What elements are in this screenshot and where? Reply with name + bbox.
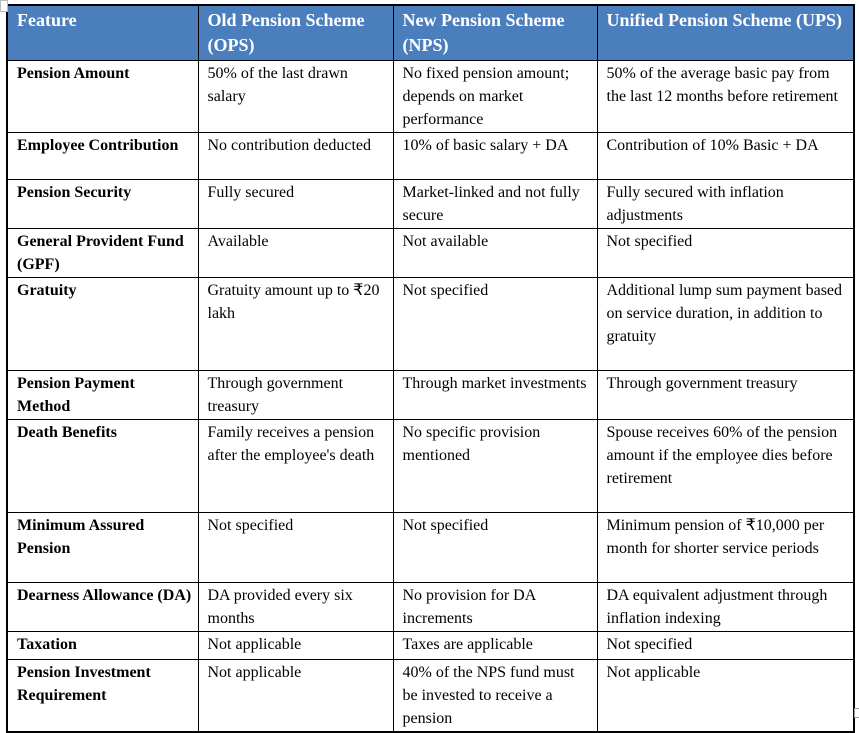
cell-gratuity-nps: Not specified [392,277,598,371]
cell-pension-security-ups: Fully secured with inflation adjustments [596,179,855,229]
cell-pension-security-nps: Market-linked and not fully secure [392,179,598,229]
cell-gratuity-ops: Gratuity amount up to ₹20 lakh [197,277,394,371]
header-row: Feature Old Pension Scheme (OPS) New Pen… [6,4,855,61]
row-label-gratuity: Gratuity [6,277,199,371]
table-row: Gratuity Gratuity amount up to ₹20 lakh … [6,277,855,371]
cell-gratuity-ups: Additional lump sum payment based on ser… [596,277,855,371]
row-label-pension-amount: Pension Amount [6,60,199,133]
cell-pension-investment-requirement-ups: Not applicable [596,659,855,733]
cell-employee-contribution-ops: No contribution deducted [197,132,394,180]
cell-taxation-ups: Not specified [596,631,855,660]
row-label-pension-payment-method: Pension Payment Method [6,370,199,420]
table-row: Pension Investment Requirement Not appli… [6,659,855,733]
cell-death-benefits-ops: Family receives a pension after the empl… [197,419,394,513]
column-header-feature: Feature [6,4,199,61]
cell-death-benefits-nps: No specific provision mentioned [392,419,598,513]
cell-dearness-allowance-nps: No provision for DA increments [392,582,598,632]
table-row: Taxation Not applicable Taxes are applic… [6,631,855,660]
row-label-dearness-allowance: Dearness Allowance (DA) [6,582,199,632]
cell-pension-payment-method-ups: Through government treasury [596,370,855,420]
table-row: Pension Payment Method Through governmen… [6,370,855,420]
cell-pension-amount-nps: No fixed pension amount; depends on mark… [392,60,598,133]
cell-pension-investment-requirement-nps: 40% of the NPS fund must be invested to … [392,659,598,733]
cell-death-benefits-ups: Spouse receives 60% of the pension amoun… [596,419,855,513]
table-row: Pension Amount 50% of the last drawn sal… [6,60,855,133]
cell-gpf-ops: Available [197,228,394,278]
row-label-death-benefits: Death Benefits [6,419,199,513]
table-row: Employee Contribution No contribution de… [6,132,855,180]
cell-minimum-assured-pension-ups: Minimum pension of ₹10,000 per month for… [596,512,855,583]
cell-dearness-allowance-ups: DA equivalent adjustment through inflati… [596,582,855,632]
cell-pension-payment-method-nps: Through market investments [392,370,598,420]
row-label-taxation: Taxation [6,631,199,660]
cell-gpf-ups: Not specified [596,228,855,278]
column-header-ops: Old Pension Scheme (OPS) [197,4,394,61]
cell-employee-contribution-nps: 10% of basic salary + DA [392,132,598,180]
table-row: Death Benefits Family receives a pension… [6,419,855,513]
pension-comparison-table: Feature Old Pension Scheme (OPS) New Pen… [6,4,855,733]
resize-handle-top-left [0,0,8,12]
cell-pension-amount-ups: 50% of the average basic pay from the la… [596,60,855,133]
row-label-pension-security: Pension Security [6,179,199,229]
cell-gpf-nps: Not available [392,228,598,278]
cell-pension-security-ops: Fully secured [197,179,394,229]
cell-dearness-allowance-ops: DA provided every six months [197,582,394,632]
cell-taxation-ops: Not applicable [197,631,394,660]
cell-minimum-assured-pension-ops: Not specified [197,512,394,583]
row-label-minimum-assured-pension: Minimum Assured Pension [6,512,199,583]
row-label-gpf: General Provident Fund (GPF) [6,228,199,278]
row-label-pension-investment-requirement: Pension Investment Requirement [6,659,199,733]
resize-handle-bottom-right [854,708,859,718]
table-row: Pension Security Fully secured Market-li… [6,179,855,229]
pension-comparison-table-container: Feature Old Pension Scheme (OPS) New Pen… [6,4,855,733]
table-row: General Provident Fund (GPF) Available N… [6,228,855,278]
table-row: Minimum Assured Pension Not specified No… [6,512,855,583]
column-header-ups: Unified Pension Scheme (UPS) [596,4,855,61]
row-label-employee-contribution: Employee Contribution [6,132,199,180]
column-header-nps: New Pension Scheme (NPS) [392,4,598,61]
cell-minimum-assured-pension-nps: Not specified [392,512,598,583]
table-row: Dearness Allowance (DA) DA provided ever… [6,582,855,632]
cell-pension-amount-ops: 50% of the last drawn salary [197,60,394,133]
cell-taxation-nps: Taxes are applicable [392,631,598,660]
cell-pension-investment-requirement-ops: Not applicable [197,659,394,733]
cell-employee-contribution-ups: Contribution of 10% Basic + DA [596,132,855,180]
cell-pension-payment-method-ops: Through government treasury [197,370,394,420]
